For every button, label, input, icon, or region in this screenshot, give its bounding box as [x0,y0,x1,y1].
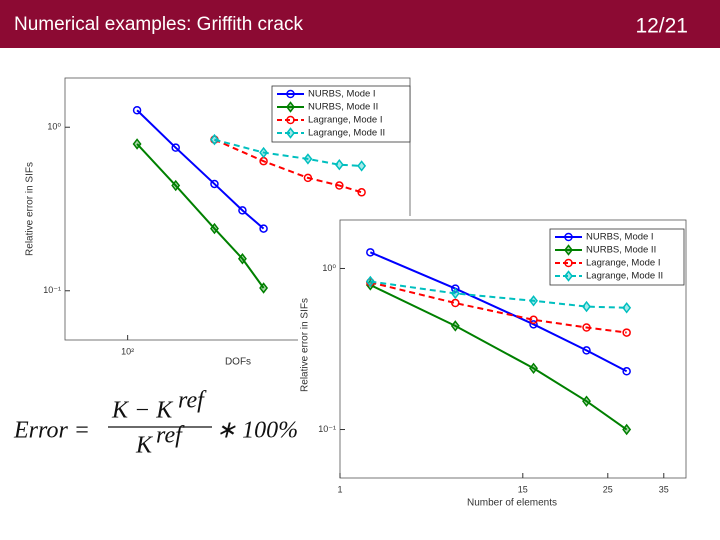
marker [357,188,366,197]
x-axis-label: DOFs [225,357,251,368]
formula-rhs: ∗ 100% [216,418,298,444]
marker [259,224,268,233]
marker [564,258,573,268]
y-axis-label: Relative error in SIFs [25,162,36,256]
marker [334,158,344,171]
legend-label: Lagrange, Mode II [586,271,663,282]
marker [450,287,460,300]
page-number: 12/21 [635,15,688,38]
x-tick-label: 15 [518,484,528,494]
marker [564,270,573,282]
y-tick-label: 10⁻¹ [43,285,61,295]
series-line [369,284,628,431]
y-axis-label: Relative error in SIFs [300,298,311,392]
marker [564,244,573,256]
marker [210,133,219,146]
legend-label: NURBS, Mode I [586,232,654,243]
legend-label: NURBS, Mode I [308,89,376,100]
marker [529,295,538,307]
x-tick-label: 35 [659,484,669,494]
marker [303,173,313,183]
series-line [136,109,265,230]
plot-area [339,219,687,479]
legend-label: NURBS, Mode II [308,102,378,113]
legend-label: Lagrange, Mode II [308,128,385,139]
legend-label: NURBS, Mode II [586,245,656,256]
formula-denominator: K [135,433,154,459]
x-tick-label: 1 [337,484,342,494]
marker [210,222,219,235]
marker [210,179,219,189]
marker [451,284,460,293]
x-tick-label: 25 [603,484,613,494]
formula-denominator-sup: ref [156,423,185,449]
y-tick-label: 10⁰ [47,122,61,132]
plot-area [64,77,411,341]
marker [286,89,295,99]
marker [622,328,631,337]
marker [259,146,269,159]
marker [582,300,591,313]
marker [335,181,344,190]
series-line [369,251,628,373]
chart: 1 15 25 35 10⁻¹ 10⁰ Number of elements Relative… [298,216,700,512]
marker [529,315,538,325]
marker [171,179,181,192]
formula-numerator: K − K [111,398,174,424]
series-line [214,138,362,194]
marker [286,101,295,113]
marker [366,248,375,257]
marker [451,298,460,308]
marker [303,153,313,165]
marker [529,320,538,329]
series-line [136,143,265,289]
x-tick-label: 10² [121,346,134,356]
marker [286,115,295,125]
x-axis-label: Number of elements [467,498,557,509]
series-line [370,281,627,334]
marker [132,106,142,115]
formula: Error = K − K ref K ref ∗ 100% [13,388,298,459]
marker [582,346,591,355]
legend-label: Lagrange, Mode I [308,115,382,126]
marker [171,143,180,152]
marker [132,138,142,150]
marker [286,127,295,139]
marker [357,160,367,172]
series-line [214,138,362,167]
marker [259,282,269,294]
series-line [370,280,627,309]
header-bar [0,0,720,48]
marker [365,275,375,288]
y-tick-label: 10⁻¹ [318,424,336,434]
y-tick-label: 10⁰ [322,263,336,273]
marker [622,302,632,314]
marker [564,232,573,242]
legend-label: Lagrange, Mode I [586,258,660,269]
marker [622,423,632,436]
formula-numerator-sup: ref [178,388,207,414]
marker [582,395,591,407]
marker [237,253,247,265]
marker [622,367,631,376]
marker [582,323,591,332]
formula-lhs: Error = [13,418,90,444]
marker [238,206,247,215]
marker [450,320,460,332]
marker [529,362,538,375]
slide-title: Numerical examples: Griffith crack [14,14,303,35]
